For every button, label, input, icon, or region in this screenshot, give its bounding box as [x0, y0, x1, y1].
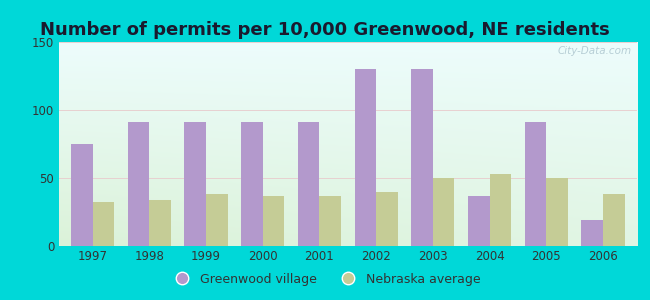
Bar — [581, 220, 603, 246]
Bar — [433, 178, 454, 246]
Legend: Greenwood village, Nebraska average: Greenwood village, Nebraska average — [165, 268, 485, 291]
Text: City-Data.com: City-Data.com — [557, 46, 631, 56]
Bar — [263, 196, 284, 246]
Bar — [71, 144, 92, 246]
Bar — [525, 122, 546, 246]
Bar — [127, 122, 150, 246]
Bar — [489, 174, 511, 246]
Bar — [206, 194, 228, 246]
Bar — [241, 122, 263, 246]
Bar — [411, 69, 433, 246]
Bar — [354, 69, 376, 246]
Bar — [92, 202, 114, 246]
Bar — [298, 122, 319, 246]
Bar — [150, 200, 171, 246]
Text: Number of permits per 10,000 Greenwood, NE residents: Number of permits per 10,000 Greenwood, … — [40, 21, 610, 39]
Bar — [546, 178, 568, 246]
Bar — [376, 192, 398, 246]
Bar — [603, 194, 625, 246]
Bar — [468, 196, 489, 246]
Bar — [319, 196, 341, 246]
Bar — [185, 122, 206, 246]
